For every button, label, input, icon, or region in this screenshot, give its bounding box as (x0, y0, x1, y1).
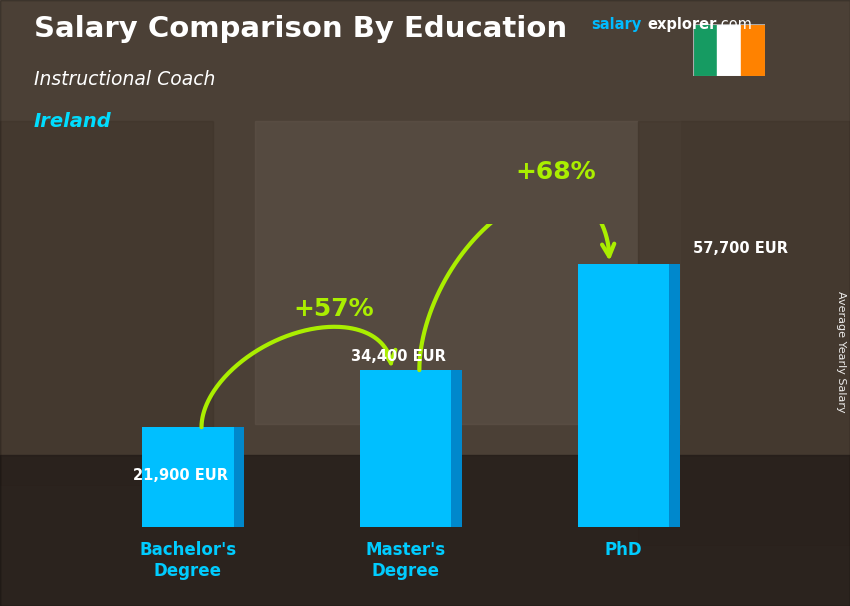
Text: Ireland: Ireland (34, 112, 111, 131)
Text: 21,900 EUR: 21,900 EUR (133, 468, 229, 483)
Bar (255, 121, 680, 424)
Text: Instructional Coach: Instructional Coach (34, 70, 215, 88)
Polygon shape (234, 427, 245, 527)
Polygon shape (669, 264, 680, 527)
Text: +68%: +68% (516, 159, 596, 184)
Bar (360, 370, 451, 527)
Bar (741, 24, 765, 76)
Text: 57,700 EUR: 57,700 EUR (693, 241, 788, 256)
Bar (142, 427, 234, 527)
Text: salary: salary (591, 17, 641, 32)
Polygon shape (451, 370, 462, 527)
Text: 34,400 EUR: 34,400 EUR (351, 349, 446, 364)
Bar (717, 24, 741, 76)
Text: explorer: explorer (648, 17, 717, 32)
Bar (693, 24, 717, 76)
Bar (0, 121, 212, 485)
Bar (578, 264, 669, 527)
Text: .com: .com (717, 17, 752, 32)
Bar (0, 454, 850, 606)
Text: +57%: +57% (294, 296, 374, 321)
Bar (638, 121, 850, 545)
Text: Average Yearly Salary: Average Yearly Salary (836, 291, 846, 412)
Text: Salary Comparison By Education: Salary Comparison By Education (34, 15, 567, 43)
